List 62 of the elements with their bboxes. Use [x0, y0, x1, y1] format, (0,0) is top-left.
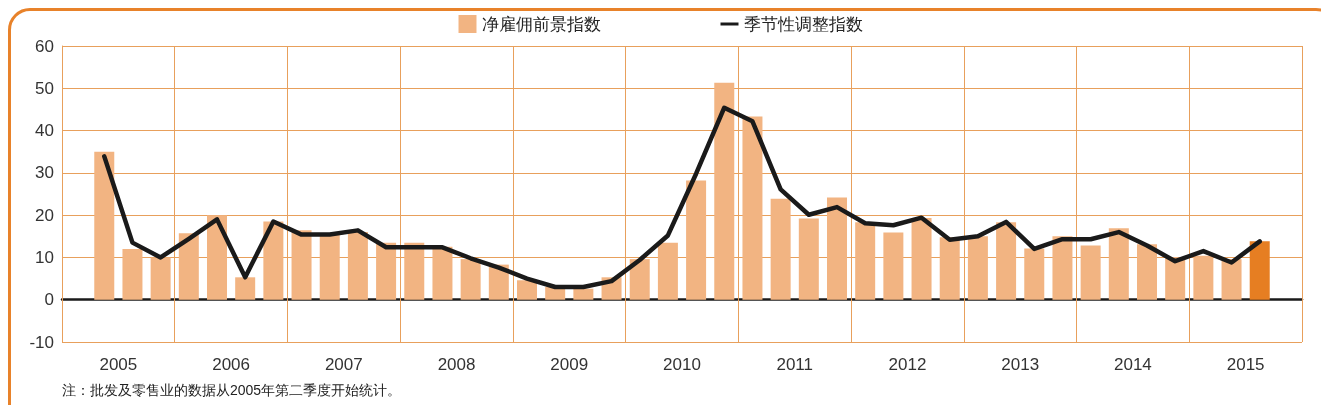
bar: [939, 237, 960, 300]
x-tick-label: 2005: [99, 355, 138, 374]
bar: [686, 180, 707, 300]
line-series: [102, 105, 1262, 290]
bar: [291, 230, 312, 300]
bar: [1193, 255, 1214, 300]
bar: [657, 242, 678, 300]
bar: [1108, 228, 1129, 300]
x-tick-label: 2015: [1226, 355, 1265, 374]
y-tick-label: 10: [35, 247, 54, 267]
bar: [1024, 248, 1045, 300]
bar: [235, 277, 256, 300]
x-tick-label: 2008: [437, 355, 476, 374]
legend-label: 净雇佣前景指数: [481, 14, 601, 34]
bar: [967, 236, 988, 300]
x-tick-label: 2007: [324, 355, 363, 374]
x-tick-label: 2011: [776, 355, 814, 374]
bar: [404, 242, 425, 300]
bar: [827, 197, 847, 300]
y-tick-label: 0: [44, 290, 54, 310]
bar: [376, 242, 397, 300]
bar: [347, 232, 368, 300]
y-tick-label: 50: [35, 78, 54, 98]
x-tick-label: 2010: [663, 355, 701, 374]
bar: [1080, 245, 1101, 300]
bar: [911, 218, 932, 300]
bar: [1165, 257, 1186, 300]
bar: [996, 222, 1017, 300]
y-tick-label: 30: [35, 163, 54, 183]
bar: [798, 218, 819, 300]
x-tick-label: 2012: [888, 355, 927, 374]
bar: [207, 215, 227, 300]
x-tick-label: 2013: [1001, 355, 1040, 374]
bar: [460, 259, 481, 300]
y-tick-label: -10: [29, 332, 54, 352]
bar: [573, 288, 594, 300]
y-tick-label: 60: [35, 36, 54, 56]
bar: [263, 221, 284, 300]
text: 注：批发及零售业的数据从2005年第二季度开始统计。: [62, 382, 402, 400]
x-tick-label: 2014: [1113, 355, 1152, 374]
bar: [1137, 244, 1157, 300]
bar: [432, 246, 453, 300]
legend-label: 季节性调整指数: [743, 14, 863, 34]
bar: [714, 82, 735, 300]
bar: [178, 233, 199, 300]
bar: [150, 257, 171, 300]
bar: [742, 116, 763, 300]
bar: [770, 198, 791, 300]
bar: [1052, 236, 1073, 300]
bar: [1249, 241, 1270, 300]
y-tick-label: 40: [35, 121, 54, 141]
bar: [629, 259, 650, 300]
y-tick-label: 20: [35, 205, 54, 225]
bar: [883, 232, 904, 300]
bar: [94, 151, 115, 300]
bar: [517, 280, 537, 300]
x-tick-label: 2009: [550, 355, 589, 374]
bar: [1221, 259, 1242, 300]
x-tick-label: 2006: [212, 355, 250, 374]
bar: [319, 234, 340, 300]
bar: [122, 248, 143, 300]
bar: [855, 222, 876, 300]
